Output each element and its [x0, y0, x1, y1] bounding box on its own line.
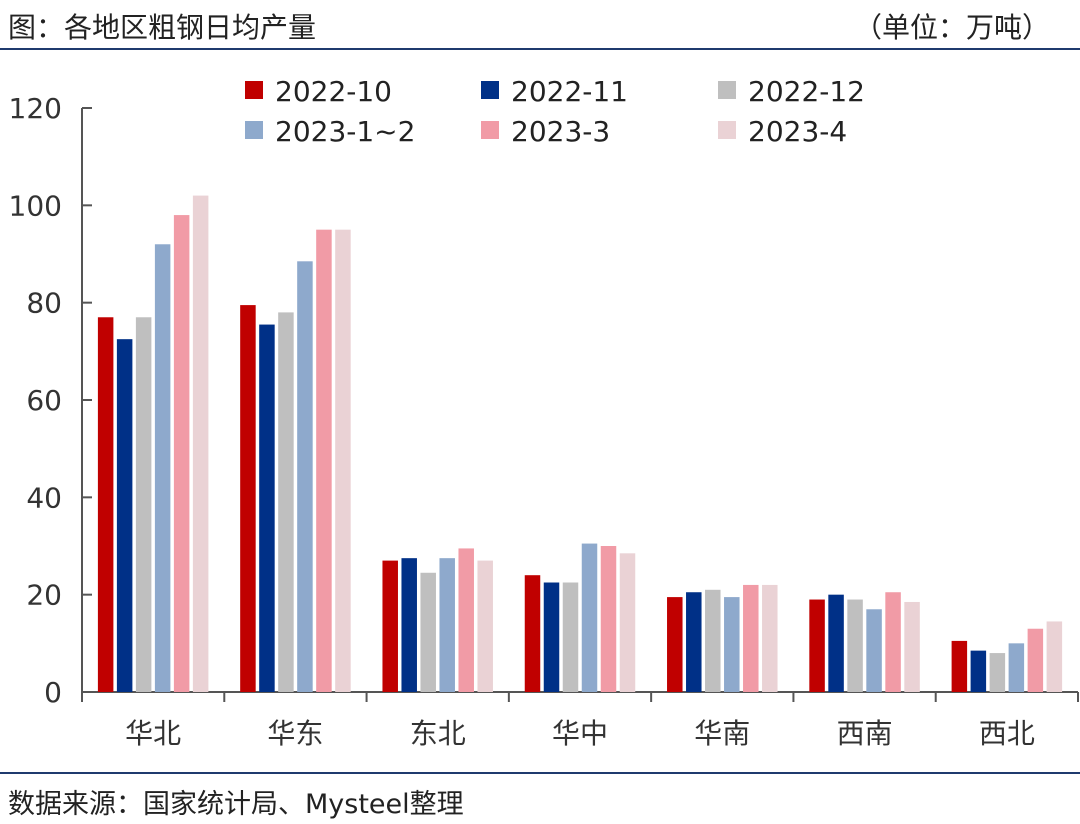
bar — [135, 317, 152, 692]
legend-label: 2022-11 — [511, 75, 628, 108]
bars — [97, 195, 1063, 693]
bar — [667, 597, 683, 692]
bar — [828, 594, 844, 692]
y-tick-label: 20 — [26, 579, 62, 612]
bar — [439, 558, 455, 692]
y-tick-label: 100 — [9, 189, 62, 222]
y-tick-label: 60 — [26, 384, 62, 417]
bar — [1046, 621, 1063, 692]
bar — [762, 584, 778, 692]
bar — [240, 305, 256, 692]
x-tick-label: 西南 — [837, 717, 893, 750]
legend-label: 2023-1~2 — [275, 115, 415, 148]
chart-title: 图：各地区粗钢日均产量 — [8, 11, 317, 44]
y-tick-label: 40 — [26, 481, 62, 514]
legend-label: 2023-3 — [511, 115, 610, 148]
legend: 2022-10 2022-11 2022-12 2023-1~2 2023-3 2023-… — [245, 75, 865, 148]
bar — [192, 195, 209, 692]
axes: 0 20 40 60 80 100 120 华北 华东 东北 华中 华南 西南 西北 — [9, 92, 1079, 750]
x-tick-label: 西北 — [979, 717, 1035, 750]
bar — [705, 589, 721, 692]
bar — [904, 601, 920, 692]
bar — [1008, 643, 1025, 692]
bar — [524, 575, 541, 692]
bar — [297, 261, 313, 692]
top-rule — [0, 48, 1080, 50]
bar — [154, 244, 171, 692]
x-tick-label: 东北 — [410, 717, 466, 750]
bar — [562, 582, 579, 692]
x-tick-label: 华南 — [694, 717, 750, 750]
bar — [543, 582, 560, 692]
legend-swatch — [481, 81, 499, 99]
bar — [173, 215, 190, 693]
legend-swatch — [481, 121, 499, 139]
bar — [1027, 628, 1044, 692]
legend-label: 2022-12 — [748, 75, 865, 108]
bar — [989, 653, 1006, 692]
chart-header: 图：各地区粗钢日均产量 （单位：万吨） — [0, 0, 1080, 48]
bar — [743, 584, 759, 692]
bar — [116, 339, 133, 692]
bar — [970, 650, 987, 692]
y-tick-label: 0 — [44, 676, 62, 709]
legend-swatch — [718, 121, 736, 139]
bar — [686, 592, 702, 692]
bar — [951, 640, 968, 692]
bar — [619, 553, 636, 692]
bar — [316, 229, 332, 692]
bar — [335, 229, 351, 692]
legend-label: 2022-10 — [275, 75, 392, 108]
unit-label: （单位：万吨） — [853, 11, 1050, 44]
y-tick-label: 120 — [9, 92, 62, 125]
bar — [477, 560, 493, 692]
bar — [581, 543, 598, 692]
x-tick-label: 华中 — [552, 717, 608, 750]
x-tick-label: 华北 — [125, 717, 181, 750]
legend-swatch — [245, 121, 263, 139]
bar — [278, 312, 294, 692]
bar — [382, 560, 398, 692]
bar — [600, 546, 617, 692]
bar — [420, 572, 436, 692]
bar — [458, 548, 474, 692]
bar-chart: 2022-10 2022-11 2022-12 2023-1~2 2023-3 2023-… — [9, 75, 1079, 750]
legend-swatch — [718, 81, 736, 99]
bar — [809, 599, 825, 692]
bar — [401, 558, 417, 692]
legend-label: 2023-4 — [748, 115, 847, 148]
x-tick-label: 华东 — [267, 717, 323, 750]
bar — [724, 597, 740, 692]
bar — [847, 599, 863, 692]
source-note: 数据来源：国家统计局、Mysteel整理 — [8, 789, 464, 820]
bar — [259, 324, 275, 692]
bar — [97, 317, 114, 692]
y-tick-label: 80 — [26, 287, 62, 320]
bar — [885, 592, 901, 692]
bottom-rule — [0, 772, 1080, 774]
legend-swatch — [245, 81, 263, 99]
bar — [866, 609, 882, 692]
